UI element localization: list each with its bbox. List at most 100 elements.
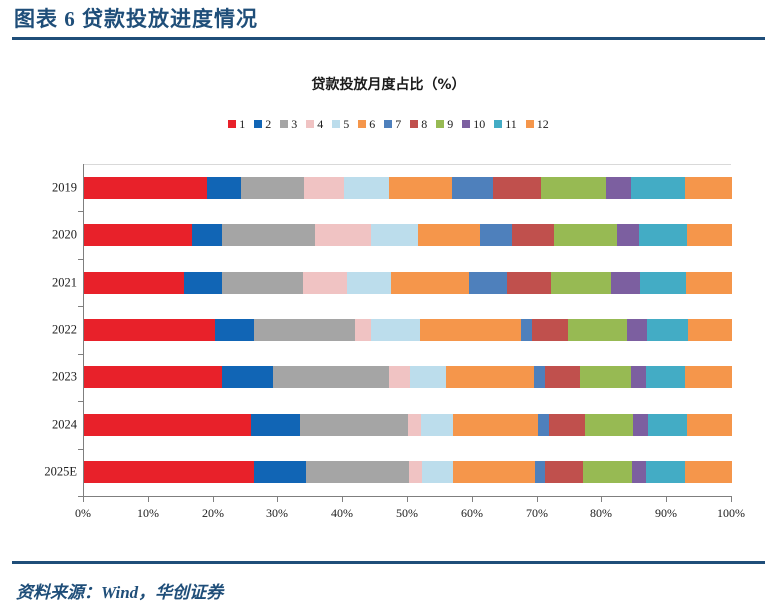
bar-segment-month-10[interactable] [626,319,647,341]
bar-segment-month-12[interactable] [684,176,732,199]
bar-segment-month-4[interactable] [408,413,421,436]
bar-segment-month-12[interactable] [686,224,732,247]
bar-segment-month-7[interactable] [534,366,545,389]
bar-segment-month-12[interactable] [684,366,732,389]
bar-segment-month-3[interactable] [222,224,315,247]
legend-item-7[interactable]: 7 [384,118,401,130]
bar-segment-month-1[interactable] [84,224,193,247]
bar-segment-month-8[interactable] [511,224,555,247]
bar-segment-month-5[interactable] [409,366,446,389]
bar-segment-month-7[interactable] [452,176,493,199]
legend-item-3[interactable]: 3 [280,118,297,130]
bar-segment-month-11[interactable] [646,461,686,484]
bar-segment-month-7[interactable] [479,224,512,247]
bar-segment-month-2[interactable] [251,413,301,436]
bar-segment-month-2[interactable] [222,366,274,389]
bar-segment-month-5[interactable] [371,319,421,341]
bar-segment-month-3[interactable] [306,461,410,484]
bar-segment-month-5[interactable] [343,176,390,199]
bar-segment-month-3[interactable] [253,319,355,341]
bar-segment-month-9[interactable] [551,271,612,294]
bar-segment-month-1[interactable] [84,271,185,294]
bar-segment-month-2[interactable] [207,176,242,199]
bar-segment-month-12[interactable] [686,413,732,436]
x-axis-tick-label: 90% [655,506,677,520]
legend-item-1[interactable]: 1 [228,118,245,130]
bar-segment-month-11[interactable] [646,319,688,341]
bar-segment-month-1[interactable] [84,366,223,389]
bar-segment-month-1[interactable] [84,413,252,436]
bar-segment-month-2[interactable] [184,271,223,294]
bar-segment-month-11[interactable] [640,271,687,294]
legend-item-2[interactable]: 2 [254,118,271,130]
x-axis-tick [83,496,84,502]
bar-segment-month-6[interactable] [445,366,535,389]
bar-segment-month-11[interactable] [645,366,685,389]
bar-segment-month-6[interactable] [453,413,539,436]
bar-segment-month-10[interactable] [630,366,646,389]
bar-segment-month-9[interactable] [554,224,617,247]
bar-segment-month-1[interactable] [84,319,216,341]
bar-segment-month-2[interactable] [215,319,254,341]
legend-item-12[interactable]: 12 [525,117,549,131]
bar-segment-month-10[interactable] [632,461,647,484]
bar-segment-month-1[interactable] [84,461,255,484]
bar-segment-month-8[interactable] [548,413,585,436]
legend-item-4[interactable]: 4 [306,118,323,130]
bar-segment-month-6[interactable] [453,461,535,484]
bar-segment-month-7[interactable] [538,413,549,436]
bar-segment-month-5[interactable] [346,271,392,294]
bar-segment-month-3[interactable] [222,271,303,294]
legend-item-8[interactable]: 8 [410,118,427,130]
bar-segment-month-5[interactable] [371,224,418,247]
bar-segment-month-6[interactable] [417,224,480,247]
bar-segment-month-8[interactable] [532,319,569,341]
bar-segment-month-9[interactable] [584,413,633,436]
bar-segment-month-4[interactable] [389,366,410,389]
legend-item-11[interactable]: 11 [494,118,517,130]
bar-segment-month-4[interactable] [354,319,372,341]
bar-segment-month-5[interactable] [422,461,454,484]
bar-segment-month-4[interactable] [409,461,423,484]
bar-segment-month-9[interactable] [541,176,607,199]
bar-segment-month-4[interactable] [304,176,344,199]
bar-segment-month-1[interactable] [84,176,208,199]
legend-item-10[interactable]: 10 [462,118,485,130]
bar-segment-month-4[interactable] [302,271,347,294]
bar-segment-month-9[interactable] [582,461,633,484]
bar-segment-month-8[interactable] [545,461,583,484]
bar-segment-month-12[interactable] [686,271,732,294]
legend-item-6[interactable]: 6 [358,118,375,130]
bar-segment-month-3[interactable] [241,176,305,199]
legend-swatch-8 [410,120,419,128]
bar-segment-month-7[interactable] [535,461,546,484]
bar-segment-month-11[interactable] [648,413,687,436]
legend-item-5[interactable]: 5 [332,118,349,130]
bar-segment-month-10[interactable] [632,413,649,436]
bar-segment-month-8[interactable] [544,366,581,389]
bar-segment-month-8[interactable] [492,176,542,199]
bar-segment-month-7[interactable] [468,271,508,294]
bar-segment-month-10[interactable] [611,271,641,294]
bar-segment-month-12[interactable] [685,461,732,484]
bar-segment-month-3[interactable] [273,366,390,389]
bar-segment-month-11[interactable] [630,176,685,199]
bar-segment-month-2[interactable] [254,461,307,484]
bar-segment-month-9[interactable] [568,319,627,341]
legend-item-9[interactable]: 9 [436,118,453,130]
bar-segment-month-3[interactable] [300,413,408,436]
bar-segment-month-11[interactable] [639,224,687,247]
bar-segment-month-2[interactable] [192,224,222,247]
bar-segment-month-12[interactable] [687,319,732,341]
bar-segment-month-6[interactable] [391,271,469,294]
bar-segment-month-8[interactable] [507,271,552,294]
bar-segment-month-7[interactable] [521,319,533,341]
bar-segment-month-10[interactable] [616,224,640,247]
legend-label-12: 12 [536,117,549,131]
bar-segment-month-10[interactable] [606,176,631,199]
bar-segment-month-5[interactable] [420,413,454,436]
bar-segment-month-6[interactable] [389,176,453,199]
bar-segment-month-9[interactable] [580,366,631,389]
bar-segment-month-4[interactable] [314,224,372,247]
bar-segment-month-6[interactable] [420,319,522,341]
